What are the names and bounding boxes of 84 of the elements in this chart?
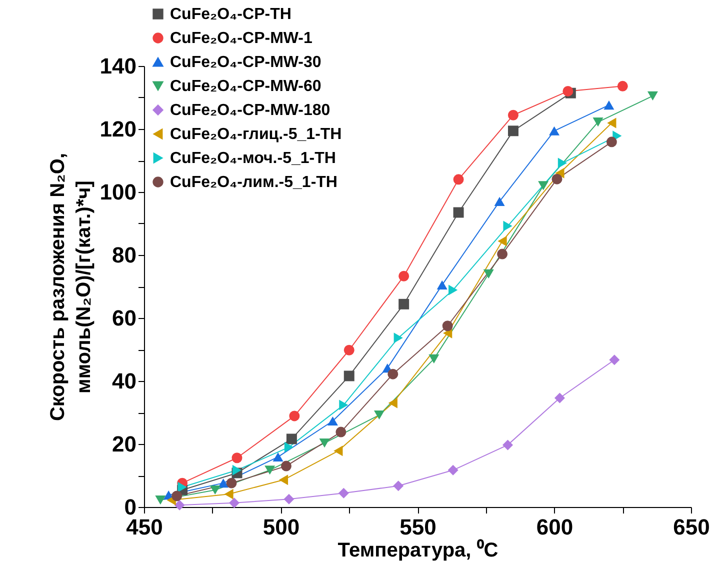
point	[453, 207, 464, 218]
point	[336, 426, 346, 438]
point	[428, 354, 440, 364]
point	[388, 368, 398, 380]
point	[498, 236, 507, 246]
point	[319, 438, 330, 448]
point	[453, 174, 464, 185]
x-tick-label: 600	[536, 514, 574, 540]
point	[224, 488, 234, 500]
point	[503, 220, 512, 232]
point	[483, 269, 494, 278]
point	[155, 496, 166, 505]
point	[374, 410, 384, 420]
y-tick-label: 100	[100, 180, 136, 204]
point	[448, 284, 458, 296]
y-tick-label: 140	[100, 54, 136, 78]
y-tick-label: 20	[112, 432, 136, 456]
point	[497, 248, 508, 260]
point	[272, 452, 284, 462]
legend-label: CuFe₂O₄-CP-MW-30	[170, 54, 322, 71]
x-tick-label: 650	[673, 514, 710, 540]
y-tick-label: 120	[100, 116, 136, 142]
point	[327, 416, 338, 426]
legend-label: CuFe₂O₄-CP-MW-180	[170, 102, 330, 119]
legend-label: CuFe₂O₄-глиц.-5_1-TH	[170, 126, 342, 143]
point	[607, 118, 616, 128]
point	[226, 478, 237, 488]
point	[232, 452, 242, 464]
legend-label: CuFe₂O₄-моч.-5_1-TH	[170, 150, 336, 167]
point	[394, 332, 403, 344]
point	[338, 488, 349, 498]
point	[508, 110, 518, 120]
point	[558, 158, 567, 168]
point	[549, 126, 560, 136]
y-tick-label: 40	[112, 368, 136, 394]
point	[172, 490, 182, 502]
point	[617, 80, 628, 92]
legend-label: CuFe₂O₄-лим.-5_1-TH	[170, 174, 338, 191]
point	[229, 498, 240, 508]
point	[232, 464, 242, 476]
point	[494, 196, 505, 206]
y-tick-label: 80	[112, 242, 136, 268]
point	[334, 446, 343, 456]
point	[604, 100, 614, 110]
point	[442, 320, 453, 332]
point	[448, 464, 458, 476]
legend-label: CuFe₂O₄-CP-TH	[170, 6, 292, 23]
point	[555, 168, 564, 178]
x-axis-title: Температура, ⁰C	[338, 538, 498, 562]
legend-label: CuFe₂O₄-CP-MW-60	[170, 78, 322, 95]
point	[609, 354, 620, 366]
point	[502, 440, 513, 450]
point	[289, 410, 300, 422]
x-tick-label: 500	[262, 514, 300, 540]
point	[388, 398, 398, 408]
point	[606, 136, 617, 148]
point	[280, 460, 292, 472]
point	[286, 434, 297, 444]
y-tick-label: 60	[112, 306, 136, 330]
point	[264, 466, 276, 475]
x-tick-label: 550	[400, 514, 436, 540]
point	[218, 478, 229, 488]
point	[344, 370, 354, 382]
point	[647, 91, 658, 100]
point	[592, 118, 604, 127]
point	[508, 126, 518, 136]
point	[210, 485, 220, 495]
point	[538, 181, 549, 190]
point	[398, 270, 410, 282]
legend-label: CuFe₂O₄-CP-MW-1	[170, 30, 312, 47]
point	[436, 280, 448, 290]
point	[554, 392, 565, 404]
point	[398, 298, 410, 310]
point	[339, 400, 348, 410]
point	[284, 494, 294, 504]
point	[278, 474, 288, 486]
point	[562, 86, 574, 96]
point	[284, 442, 294, 452]
point	[344, 344, 354, 356]
point	[178, 482, 187, 492]
y-axis-title: Скорость разложения N₂O, ммоль(N₂O)/[г(кат.)*ч]	[46, 152, 95, 422]
point	[174, 500, 185, 510]
point	[552, 174, 562, 184]
point	[393, 480, 404, 492]
